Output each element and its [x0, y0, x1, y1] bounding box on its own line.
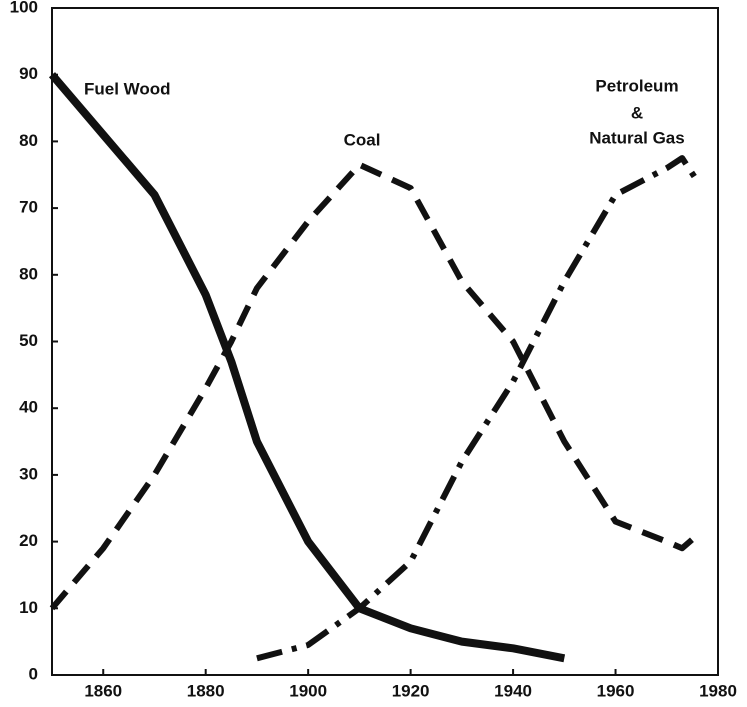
- x-tick-label: 1900: [289, 681, 327, 700]
- y-tick-label: 40: [19, 398, 38, 417]
- x-tick-label: 1940: [494, 681, 532, 700]
- y-tick-label: 10: [19, 598, 38, 617]
- series-line: [256, 155, 701, 662]
- annotation: Fuel Wood: [84, 79, 171, 98]
- y-tick-label: 80: [19, 264, 38, 283]
- series-line: [49, 161, 700, 611]
- x-tick-label: 1920: [392, 681, 430, 700]
- plot-frame: [51, 7, 719, 676]
- x-tick-label: 1880: [187, 681, 225, 700]
- y-tick-label: 80: [19, 131, 38, 150]
- x-tick-label: 1960: [597, 681, 635, 700]
- x-tick-label: 1860: [84, 681, 122, 700]
- y-tick-label: 30: [19, 464, 38, 483]
- y-tick-label: 100: [10, 0, 38, 16]
- series-line: [48, 72, 566, 663]
- annotation: Natural Gas: [589, 128, 684, 147]
- annotation: &: [631, 103, 643, 122]
- y-tick-label: 90: [19, 64, 38, 83]
- y-tick-label: 20: [19, 531, 38, 550]
- annotation: Petroleum: [595, 76, 678, 95]
- y-tick-label: 0: [29, 664, 38, 683]
- y-tick-label: 70: [19, 198, 38, 217]
- y-tick-label: 50: [19, 331, 38, 350]
- annotation: Coal: [344, 130, 381, 149]
- x-tick-label: 1980: [699, 681, 737, 700]
